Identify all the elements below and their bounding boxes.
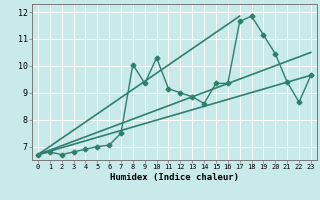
X-axis label: Humidex (Indice chaleur): Humidex (Indice chaleur) bbox=[110, 173, 239, 182]
